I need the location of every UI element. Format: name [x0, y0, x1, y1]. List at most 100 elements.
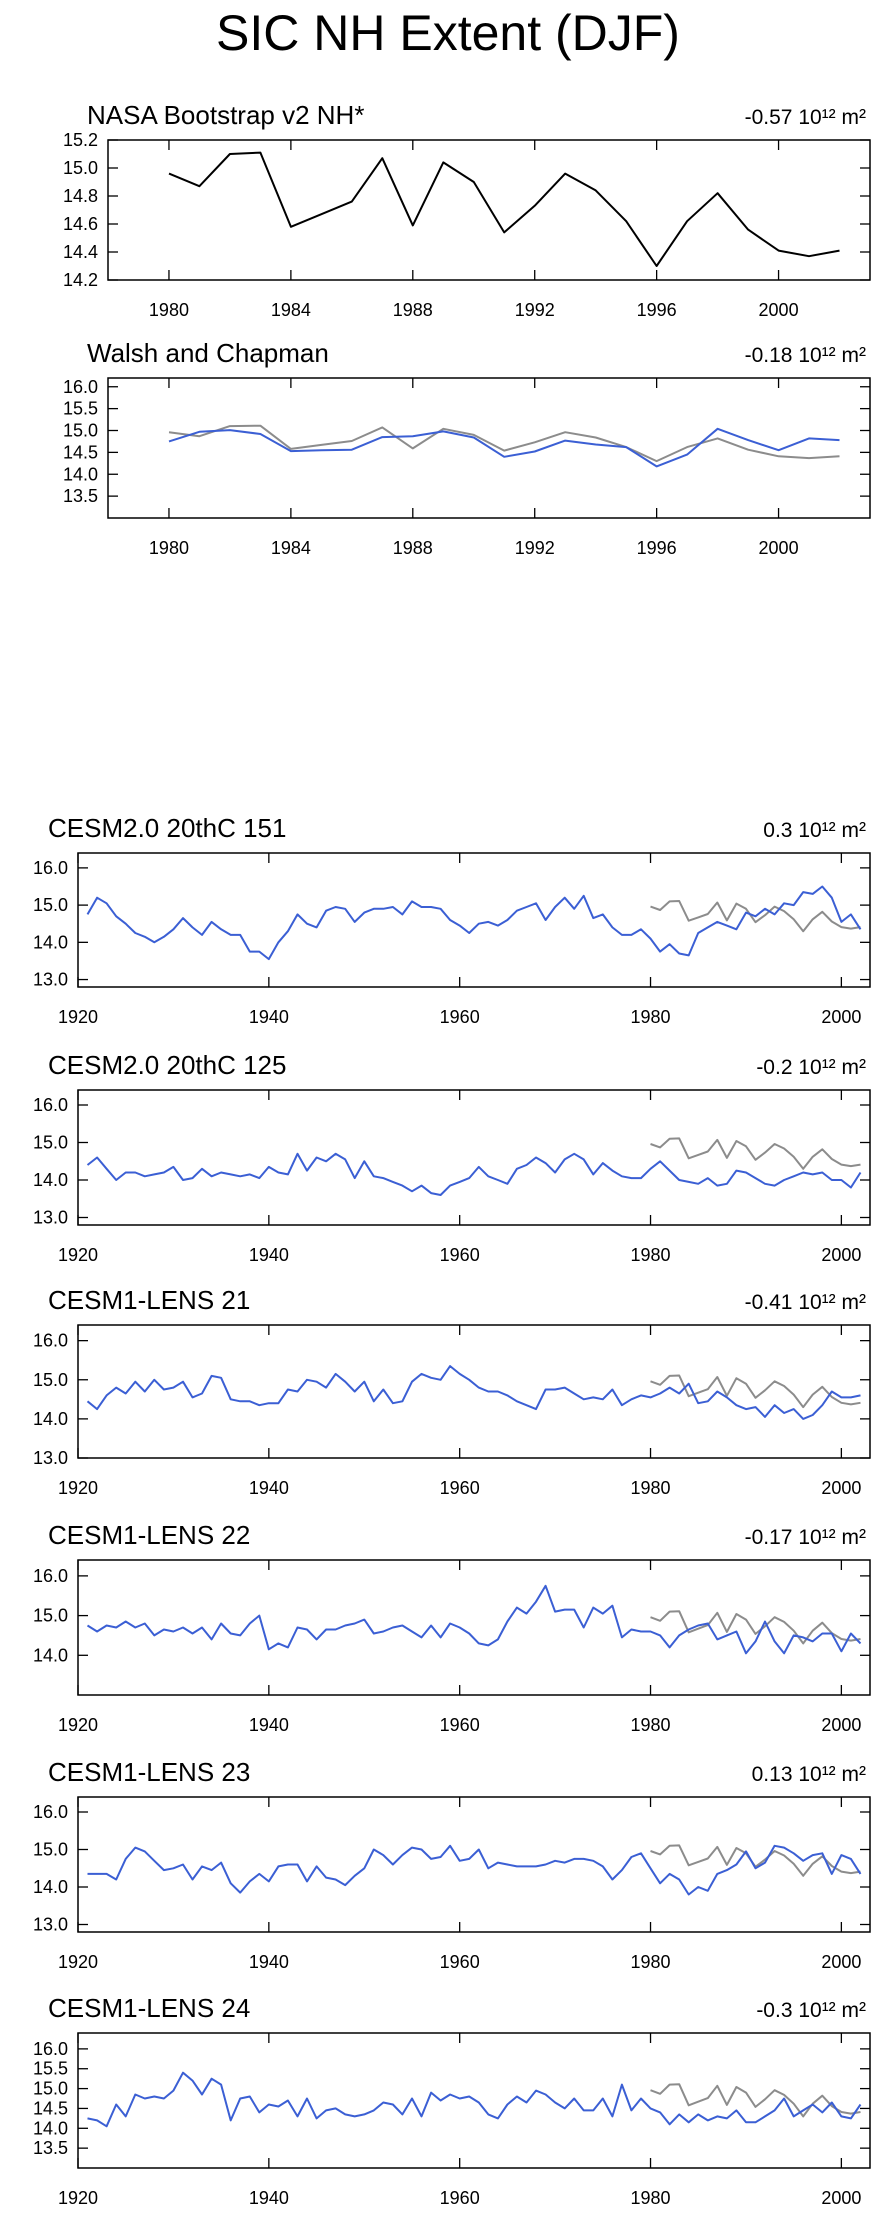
y-tick-label: 14.0 [33, 1409, 68, 1429]
x-tick-label: 2000 [821, 1245, 861, 1265]
y-tick-label: 14.5 [33, 2098, 68, 2118]
x-tick-label: 1920 [58, 1952, 98, 1972]
plot-frame [77, 1559, 871, 1696]
x-tick-label: 1940 [249, 1715, 289, 1735]
y-tick-label: 13.5 [63, 486, 98, 506]
y-tick-label: 16.0 [63, 377, 98, 397]
series-line-cesm2-0-20thc-151 [86, 885, 862, 961]
x-tick-label: 1940 [249, 2188, 289, 2208]
x-tick-label: 1920 [58, 2188, 98, 2208]
chart-panel-3: CESM2.0 20thC 151 0.3 10¹² m² 13.0 14.0 15.0… [33, 813, 871, 1027]
x-tick-label: 1960 [440, 1952, 480, 1972]
trend-label: -0.2 10¹² m² [756, 1056, 866, 1079]
y-tick-label: 13.5 [33, 2138, 68, 2158]
y-tick-label: 15.2 [63, 130, 98, 150]
x-tick-label: 1940 [249, 1478, 289, 1498]
x-tick-label: 1920 [58, 1007, 98, 1027]
panel-title: Walsh and Chapman [87, 338, 329, 368]
y-tick-label: 16.0 [33, 1095, 68, 1115]
x-tick-label: 2000 [821, 1715, 861, 1735]
y-tick-label: 15.0 [33, 1370, 68, 1390]
x-tick-label: 1984 [271, 300, 311, 320]
x-tick-label: 2000 [821, 2188, 861, 2208]
x-tick-label: 2000 [759, 300, 799, 320]
x-tick-label: 1980 [631, 1245, 671, 1265]
plot-frame [107, 377, 871, 519]
y-tick-label: 16.0 [33, 1331, 68, 1351]
plot-frame [107, 139, 871, 281]
y-tick-label: 15.0 [33, 1840, 68, 1860]
chart-panel-1: NASA Bootstrap v2 NH* -0.57 10¹² m² 14.2 14… [63, 100, 871, 320]
y-tick-label: 15.0 [33, 2079, 68, 2099]
x-tick-label: 1960 [440, 1007, 480, 1027]
plot-frame [77, 2032, 871, 2169]
y-tick-label: 14.0 [33, 932, 68, 952]
x-tick-label: 1960 [440, 1478, 480, 1498]
series-line-nasa-bootstrap-v2-reference [650, 1844, 861, 1877]
trend-label: 0.3 10¹² m² [763, 819, 866, 842]
series-line-cesm1-lens-23 [87, 1844, 862, 1896]
x-tick-label: 1996 [637, 538, 677, 558]
plot-frame [77, 1324, 871, 1459]
series-line-nasa-bootstrap-v2-reference [168, 424, 840, 463]
x-tick-label: 1940 [249, 1007, 289, 1027]
x-tick-label: 1984 [271, 538, 311, 558]
x-tick-label: 1980 [631, 1478, 671, 1498]
chart-panel-2: Walsh and Chapman -0.18 10¹² m² 13.514.014… [63, 338, 871, 558]
chart-panel-5: CESM1-LENS 21 -0.41 10¹² m² 13.0 14.0 15.0 16… [33, 1285, 871, 1498]
series-line-nasa-bootstrap-v2-reference [650, 1610, 861, 1645]
x-tick-label: 1980 [631, 2188, 671, 2208]
x-tick-label: 1980 [631, 1715, 671, 1735]
x-tick-label: 2000 [821, 1478, 861, 1498]
y-tick-label: 16.0 [33, 858, 68, 878]
page-title: SIC NH Extent (DJF) [216, 5, 680, 61]
x-tick-label: 1980 [149, 300, 189, 320]
y-tick-label: 13.0 [33, 1208, 68, 1228]
y-tick-label: 15.0 [33, 1133, 68, 1153]
x-tick-label: 1988 [393, 300, 433, 320]
y-tick-label: 14.0 [33, 1645, 68, 1665]
x-tick-label: 1920 [58, 1245, 98, 1265]
x-tick-label: 1996 [637, 300, 677, 320]
chart-panel-6: CESM1-LENS 22 -0.17 10¹² m² 14.0 15.0 16.0 19… [33, 1520, 871, 1735]
y-tick-label: 14.4 [63, 242, 98, 262]
y-tick-label: 14.0 [63, 464, 98, 484]
x-tick-label: 1992 [515, 538, 555, 558]
y-tick-label: 16.0 [33, 1566, 68, 1586]
x-tick-label: 1920 [58, 1715, 98, 1735]
series-line-nasa-bootstrap-v2-reference [650, 900, 861, 933]
y-tick-label: 15.5 [63, 399, 98, 419]
series-line-nasa-bootstrap-v2-reference [650, 1374, 861, 1409]
chart-panel-7: CESM1-LENS 23 0.13 10¹² m² 13.0 14.0 15.0 16.… [33, 1757, 871, 1972]
trend-label: -0.41 10¹² m² [745, 1291, 866, 1314]
series-line-nasa-bootstrap-v2-reference [650, 1137, 861, 1170]
panel-title: CESM1-LENS 22 [48, 1520, 250, 1550]
panel-title: CESM2.0 20thC 151 [48, 813, 286, 843]
y-tick-label: 14.5 [63, 442, 98, 462]
plot-frame [77, 1089, 871, 1226]
x-tick-label: 1988 [393, 538, 433, 558]
y-tick-label: 15.5 [33, 2059, 68, 2079]
panel-title: CESM1-LENS 21 [48, 1285, 250, 1315]
x-tick-label: 1980 [631, 1007, 671, 1027]
series-line-nasa-bootstrap-v2-reference [650, 2083, 861, 2118]
y-tick-label: 15.0 [33, 1606, 68, 1626]
trend-label: -0.3 10¹² m² [756, 1999, 866, 2022]
x-tick-label: 1992 [515, 300, 555, 320]
y-tick-label: 14.2 [63, 270, 98, 290]
y-tick-label: 13.0 [33, 970, 68, 990]
x-tick-label: 1920 [58, 1478, 98, 1498]
trend-label: -0.18 10¹² m² [745, 344, 866, 367]
plot-frame [77, 852, 871, 988]
y-tick-label: 13.0 [33, 1915, 68, 1935]
x-tick-label: 2000 [759, 538, 799, 558]
trend-label: -0.57 10¹² m² [745, 106, 866, 129]
plot-frame [77, 1796, 871, 1933]
y-tick-label: 14.6 [63, 214, 98, 234]
y-tick-label: 15.0 [63, 158, 98, 178]
panel-title: NASA Bootstrap v2 NH* [87, 100, 364, 130]
chart-panel-8: CESM1-LENS 24 -0.3 10¹² m²13.514.014.515.… [33, 1993, 871, 2208]
x-tick-label: 1980 [631, 1952, 671, 1972]
x-tick-label: 1960 [440, 1715, 480, 1735]
